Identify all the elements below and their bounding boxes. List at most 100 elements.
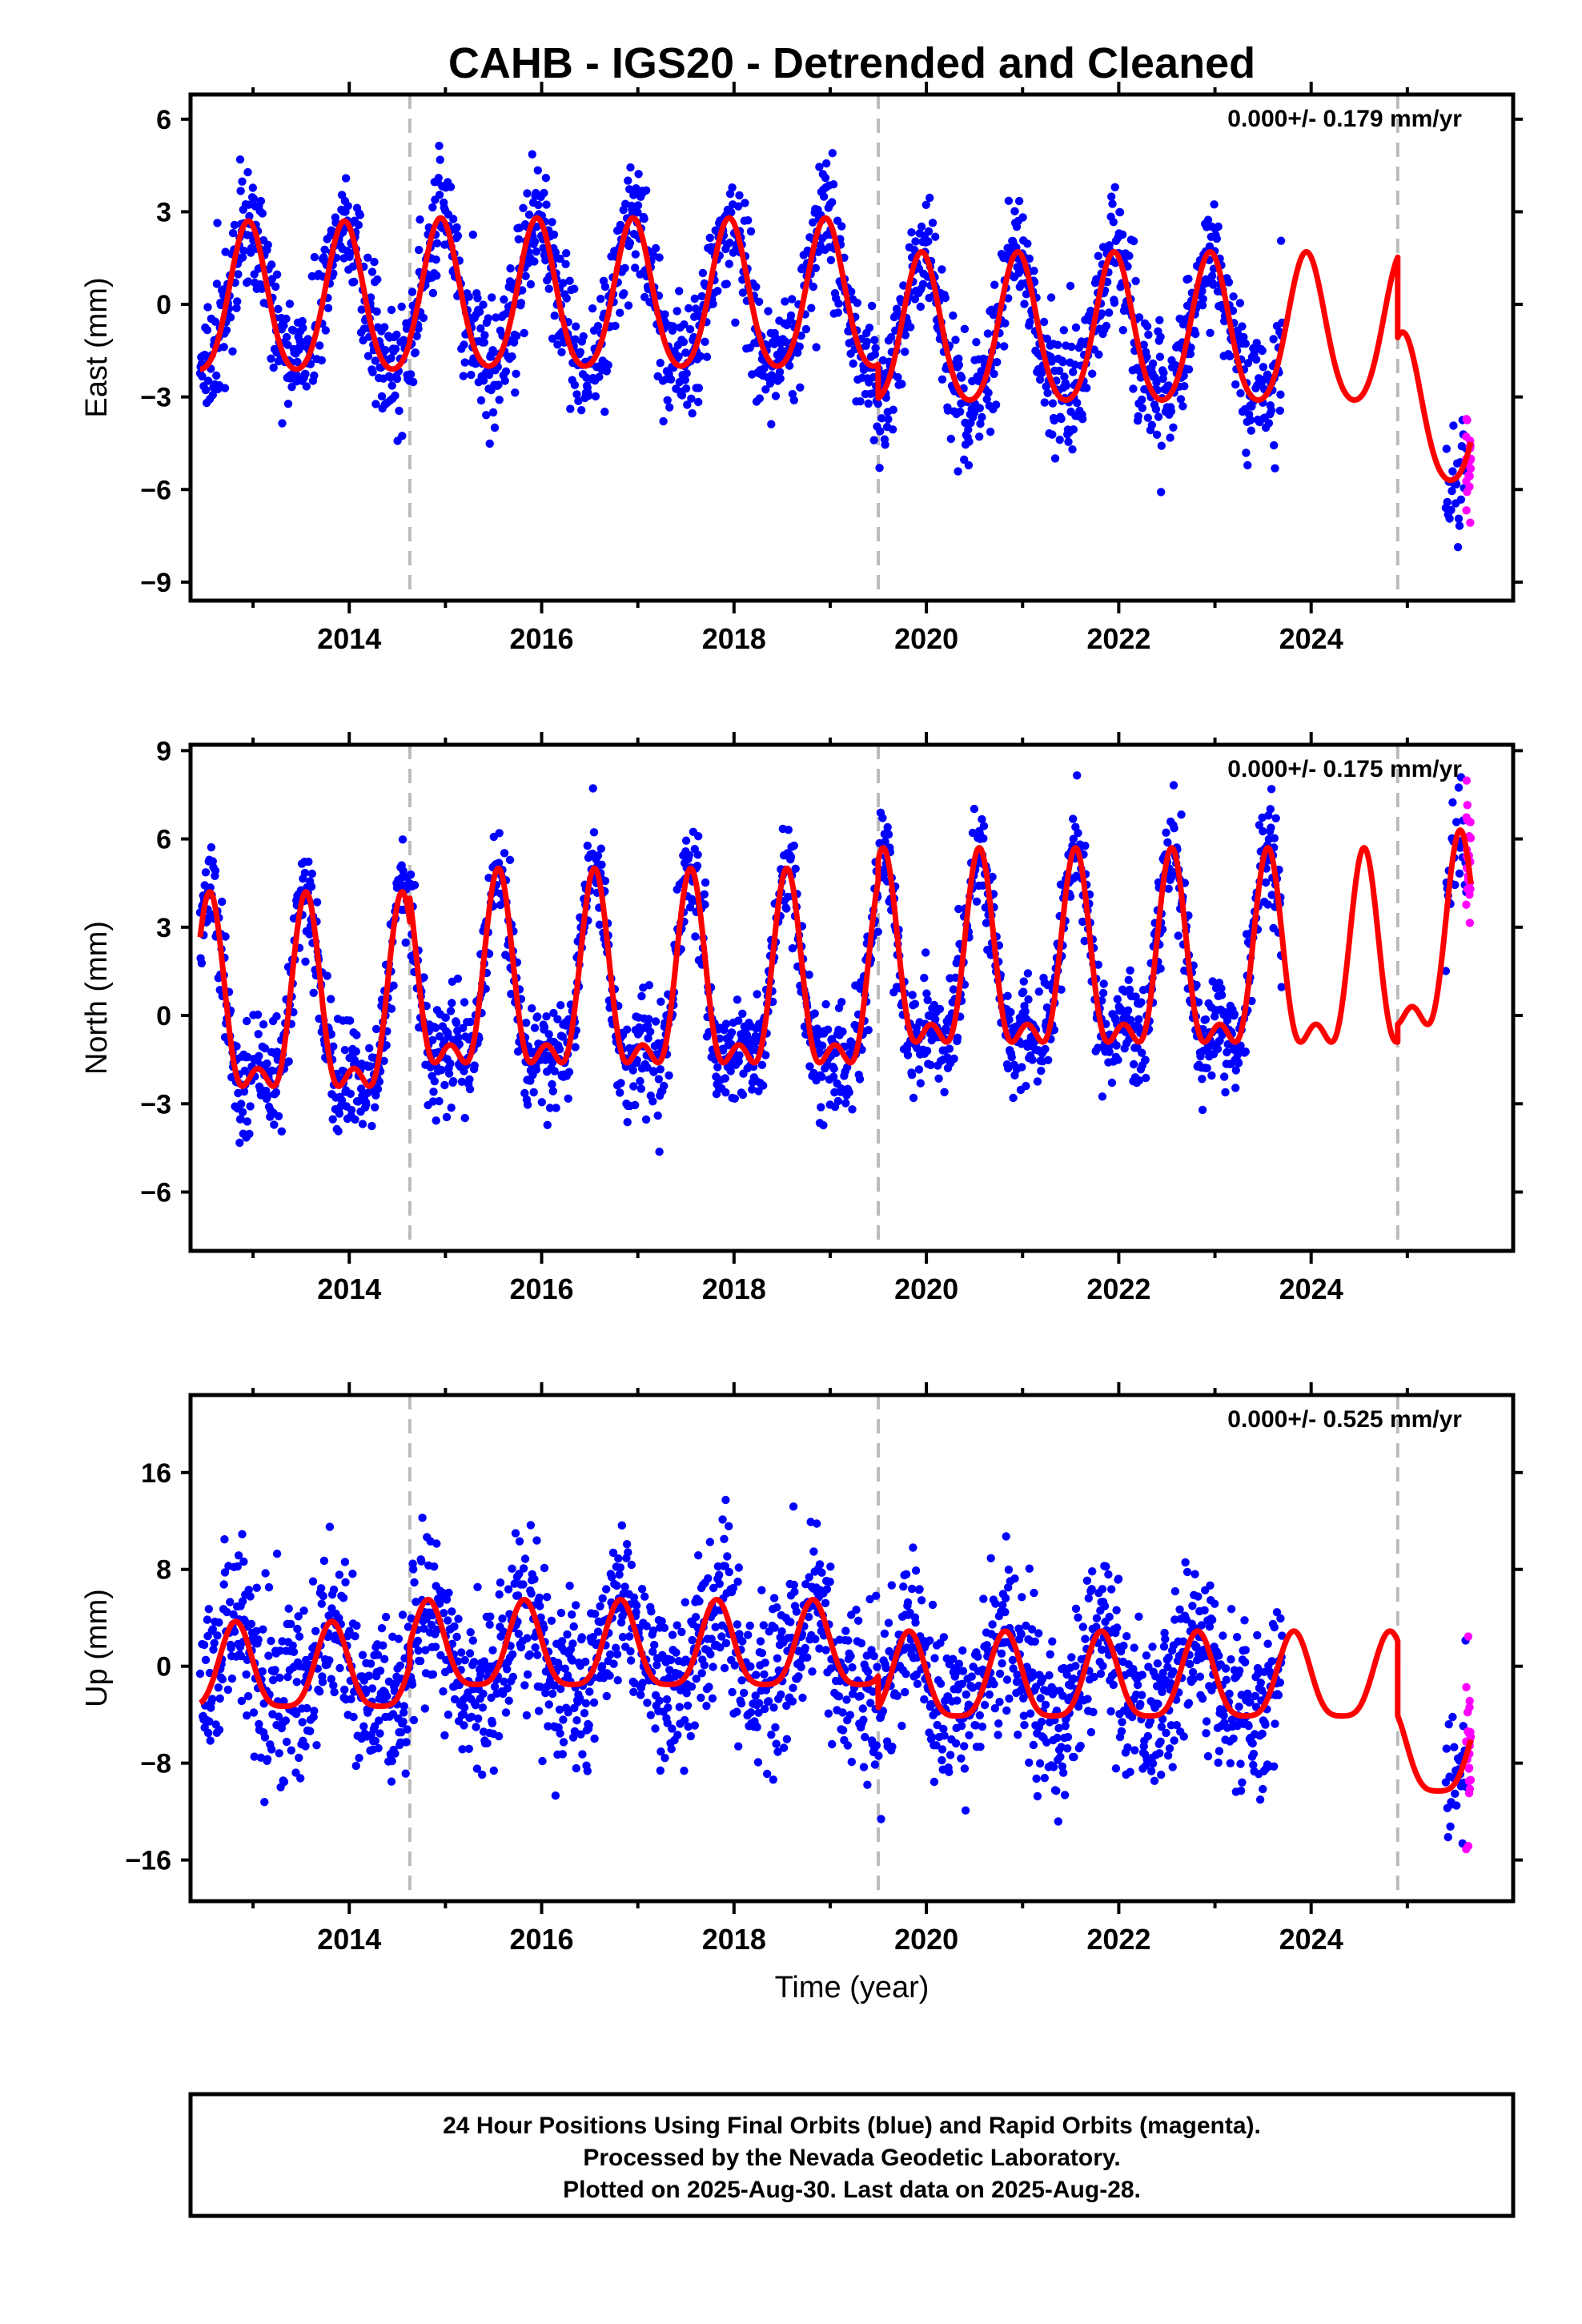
data-point: [299, 324, 307, 332]
data-point: [928, 219, 938, 227]
data-point: [1082, 384, 1091, 392]
data-point: [362, 1100, 371, 1109]
data-point: [612, 1581, 621, 1590]
data-point: [1186, 343, 1195, 352]
data-point: [310, 1707, 319, 1715]
data-point: [486, 1612, 495, 1621]
data-point: [733, 1577, 742, 1586]
data-point: [536, 1602, 544, 1610]
data-point: [979, 834, 988, 843]
data-point: [753, 1758, 763, 1767]
data-point: [666, 375, 676, 384]
data-point: [478, 1770, 487, 1779]
data-point: [626, 163, 635, 172]
data-point: [264, 1582, 274, 1592]
data-point: [957, 373, 966, 382]
data-point: [340, 1558, 350, 1566]
data-point: [759, 1081, 768, 1090]
data-point: [508, 1564, 516, 1574]
data-point: [261, 1569, 270, 1578]
data-point: [197, 959, 207, 968]
data-point: [515, 1537, 524, 1546]
data-point: [683, 400, 692, 409]
data-point: [734, 1742, 743, 1751]
data-point: [1447, 486, 1456, 496]
data-point: [700, 890, 709, 899]
data-point: [1241, 1047, 1251, 1056]
data-point: [325, 1656, 334, 1665]
data-point: [761, 385, 770, 394]
data-point: [243, 277, 253, 286]
data-point: [1159, 368, 1168, 377]
rapid-point: [1466, 518, 1475, 527]
data-point: [1152, 378, 1161, 387]
data-point: [983, 329, 993, 338]
data-point: [926, 1060, 935, 1070]
x-tick-label: 2018: [702, 1273, 766, 1305]
data-point: [503, 1665, 512, 1674]
data-point: [753, 1723, 761, 1731]
data-point: [889, 405, 897, 414]
data-point: [622, 1540, 632, 1549]
data-point: [387, 354, 396, 363]
data-point: [990, 369, 998, 379]
data-point: [581, 1699, 591, 1708]
data-point: [849, 359, 857, 368]
data-point: [410, 1578, 419, 1587]
data-point: [201, 1655, 211, 1664]
data-point: [1156, 964, 1165, 973]
data-point: [267, 1636, 275, 1646]
data-point: [682, 369, 691, 378]
data-point: [484, 314, 492, 323]
data-point: [452, 1019, 461, 1027]
data-point: [668, 1630, 677, 1639]
data-point: [479, 300, 488, 309]
data-point: [307, 869, 316, 879]
y-tick-label: −6: [140, 1178, 171, 1208]
data-point: [238, 253, 247, 262]
data-point: [207, 842, 216, 852]
data-point: [1259, 363, 1268, 372]
data-point: [274, 357, 283, 366]
data-point: [253, 1010, 263, 1019]
data-point: [272, 1550, 282, 1558]
data-point: [391, 1749, 400, 1758]
data-point: [542, 200, 551, 209]
data-point: [1092, 275, 1101, 283]
data-point: [244, 200, 253, 209]
data-point: [1115, 207, 1125, 217]
data-point: [901, 348, 909, 356]
data-point: [853, 299, 862, 308]
data-point: [1110, 298, 1119, 308]
data-point: [300, 868, 310, 878]
data-point: [243, 167, 252, 177]
data-point: [1069, 425, 1078, 434]
data-point: [1442, 444, 1452, 453]
data-point: [296, 1774, 305, 1783]
data-point: [521, 271, 530, 280]
data-point: [789, 396, 798, 404]
data-point: [677, 1627, 686, 1637]
data-point: [1243, 460, 1252, 470]
data-point: [430, 1562, 439, 1571]
data-point: [239, 1087, 249, 1096]
data-point: [791, 864, 800, 874]
data-point: [1220, 1072, 1229, 1081]
data-point: [440, 1731, 449, 1740]
data-point: [418, 1514, 427, 1522]
data-point: [746, 1708, 756, 1717]
data-point: [706, 1650, 715, 1659]
data-point: [506, 264, 515, 273]
data-point: [398, 835, 408, 844]
data-point: [1047, 357, 1056, 366]
data-point: [972, 897, 982, 907]
data-point: [556, 1608, 566, 1618]
data-point: [917, 222, 926, 231]
data-point: [339, 1594, 348, 1602]
data-point: [600, 282, 610, 292]
data-point: [631, 263, 640, 272]
data-point: [673, 307, 681, 316]
data-point: [363, 352, 373, 360]
data-point: [220, 384, 230, 392]
data-point: [226, 313, 235, 322]
